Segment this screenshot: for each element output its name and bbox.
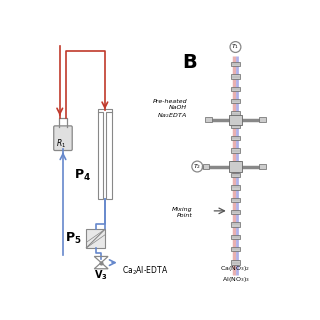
Text: Pre-heated
NaOH
Na$_2$EDTA: Pre-heated NaOH Na$_2$EDTA <box>153 100 188 120</box>
Text: $\mathbf{V_3}$: $\mathbf{V_3}$ <box>94 269 108 283</box>
Bar <box>231 99 240 103</box>
Bar <box>231 136 240 140</box>
Bar <box>259 164 266 169</box>
Bar <box>231 148 240 153</box>
Bar <box>231 173 240 177</box>
Text: B: B <box>182 53 197 72</box>
Bar <box>231 222 240 227</box>
Bar <box>229 161 242 172</box>
FancyBboxPatch shape <box>54 126 72 150</box>
Text: $R_1$: $R_1$ <box>56 138 66 150</box>
Bar <box>231 247 240 251</box>
Bar <box>229 115 242 125</box>
Bar <box>231 197 240 202</box>
Text: $T_2$: $T_2$ <box>193 162 201 171</box>
Bar <box>231 235 240 239</box>
Bar <box>98 112 103 198</box>
Bar <box>231 124 240 128</box>
Bar <box>259 117 266 122</box>
Text: Ca(NO$_3$)$_2$
Al(NO$_3$)$_3$: Ca(NO$_3$)$_2$ Al(NO$_3$)$_3$ <box>220 264 251 284</box>
Bar <box>86 229 105 248</box>
Text: Ca$_2$Al-EDTA: Ca$_2$Al-EDTA <box>122 264 168 277</box>
Bar <box>106 112 112 198</box>
Bar <box>231 161 240 165</box>
Bar <box>231 87 240 91</box>
Bar <box>205 117 212 122</box>
Bar <box>231 62 240 67</box>
Bar <box>231 260 240 265</box>
Text: $T_1$: $T_1$ <box>231 43 240 52</box>
Text: Mixing
Point: Mixing Point <box>172 207 192 218</box>
Bar <box>231 185 240 190</box>
Bar <box>231 210 240 214</box>
Bar <box>231 111 240 116</box>
Bar <box>203 164 209 169</box>
Bar <box>231 74 240 79</box>
Text: $\mathbf{P_5}$: $\mathbf{P_5}$ <box>66 231 82 246</box>
Text: $\mathbf{P_4}$: $\mathbf{P_4}$ <box>74 168 91 183</box>
